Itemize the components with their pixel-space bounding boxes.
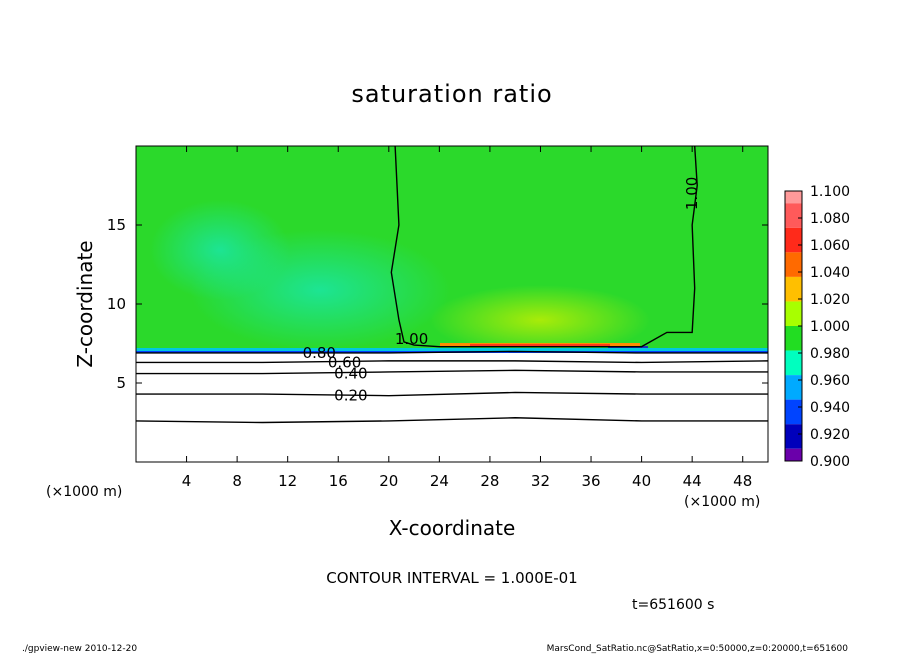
colorbar-swatch	[785, 399, 802, 425]
colorbar-label: 1.100	[810, 184, 850, 200]
x-unit-label: (×1000 m)	[684, 494, 760, 510]
contour-label: 0.60	[328, 353, 361, 371]
low-saturation-patch-2	[150, 200, 290, 300]
colorbar-swatch	[785, 301, 802, 326]
contour-line	[136, 350, 768, 354]
high-saturation-patch	[430, 285, 650, 355]
y-unit-label: (×1000 m)	[46, 484, 122, 500]
x-tick-label: 36	[581, 472, 600, 490]
y-tick-label: 5	[116, 374, 126, 392]
colorbar-label: 1.080	[810, 211, 850, 227]
contour-label: 0.20	[334, 387, 367, 405]
x-tick-label: 8	[232, 472, 242, 490]
colorbar-swatch	[785, 424, 802, 449]
contour-label: 0.80	[303, 344, 336, 362]
y-tick-label: 15	[107, 216, 126, 234]
contour-line	[136, 360, 768, 364]
y-axis-label: Z-coordinate	[73, 240, 97, 367]
plot-area: 1.00 1.00 0.800.600.40 0.20	[136, 146, 768, 462]
x-tick-label: 40	[632, 472, 651, 490]
x-tick-label: 4	[182, 472, 192, 490]
x-tick-label: 32	[531, 472, 550, 490]
colorbar-swatch	[785, 326, 802, 351]
contour-interval: CONTOUR INTERVAL = 1.000E-01	[326, 569, 577, 587]
colorbar-swatch	[785, 276, 802, 302]
x-tick-label: 20	[379, 472, 398, 490]
colorbar: 1.100 1.080 1.060 1.040 1.020 1.000 0.980 0.960…	[784, 184, 850, 470]
contour-label: 0.40	[334, 365, 367, 383]
colorbar-label: 1.020	[810, 292, 850, 308]
colorbar-label: 1.060	[810, 238, 850, 254]
colorbar-swatch	[785, 191, 802, 204]
contour-label: 1.00	[395, 330, 428, 348]
contour-line	[136, 391, 768, 397]
colorbar-label: 0.960	[810, 373, 850, 389]
colorbar-label: 1.040	[810, 265, 850, 281]
colorbar-label: 0.900	[810, 454, 850, 470]
colorbar-label: 0.920	[810, 427, 850, 443]
contour-line	[390, 146, 698, 348]
colorbar-label: 0.980	[810, 346, 850, 362]
x-tick-label: 12	[278, 472, 297, 490]
x-tick-label: 28	[480, 472, 499, 490]
x-axis-label: X-coordinate	[389, 516, 516, 540]
colorbar-swatch	[785, 350, 802, 376]
x-tick-label: 24	[430, 472, 449, 490]
x-tick-label: 16	[329, 472, 348, 490]
contour-line	[136, 369, 768, 375]
footer-right: MarsCond_SatRatio.nc@SatRatio,x=0:50000,…	[547, 644, 849, 654]
y-tick-label: 10	[107, 295, 126, 313]
supersaturation-core	[470, 344, 610, 346]
footer-left: ./gpview-new 2010-12-20	[22, 644, 137, 654]
colorbar-swatch	[785, 227, 802, 253]
time-label: t=651600 s	[632, 597, 714, 613]
contour-label: 1.00	[683, 177, 701, 210]
transition-band	[136, 348, 768, 352]
chart-title: saturation ratio	[351, 80, 552, 108]
x-axis: 4 8 12 16 20 24 28 32 36 40 44 48	[182, 146, 752, 490]
x-tick-label: 44	[683, 472, 702, 490]
contour-lines: 1.00 1.00 0.800.600.40 0.20	[136, 146, 768, 424]
colorbar-label: 1.000	[810, 319, 850, 335]
y-axis: 5 10 15	[107, 216, 768, 392]
colorbar-swatch	[785, 252, 802, 277]
contour-line	[136, 417, 768, 424]
x-tick-label: 48	[733, 472, 752, 490]
colorbar-swatch	[785, 203, 802, 228]
colorbar-swatch	[785, 375, 802, 400]
colorbar-label: 0.940	[810, 400, 850, 416]
colorbar-swatch	[785, 448, 802, 461]
